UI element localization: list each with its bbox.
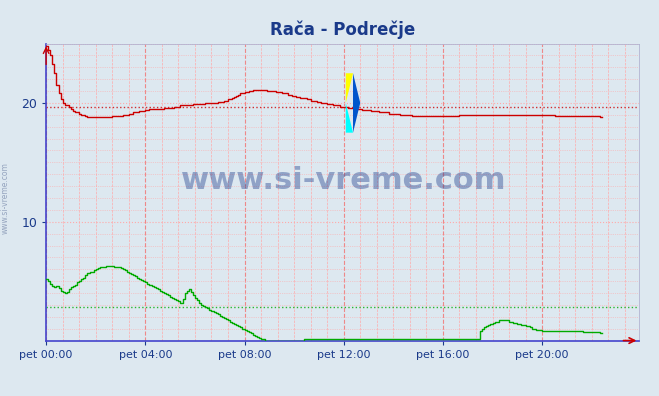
Polygon shape <box>346 73 353 103</box>
Title: Rača - Podrečje: Rača - Podrečje <box>270 21 415 39</box>
Text: www.si-vreme.com: www.si-vreme.com <box>181 166 507 195</box>
Polygon shape <box>346 103 353 133</box>
Polygon shape <box>353 73 360 133</box>
Text: www.si-vreme.com: www.si-vreme.com <box>1 162 10 234</box>
